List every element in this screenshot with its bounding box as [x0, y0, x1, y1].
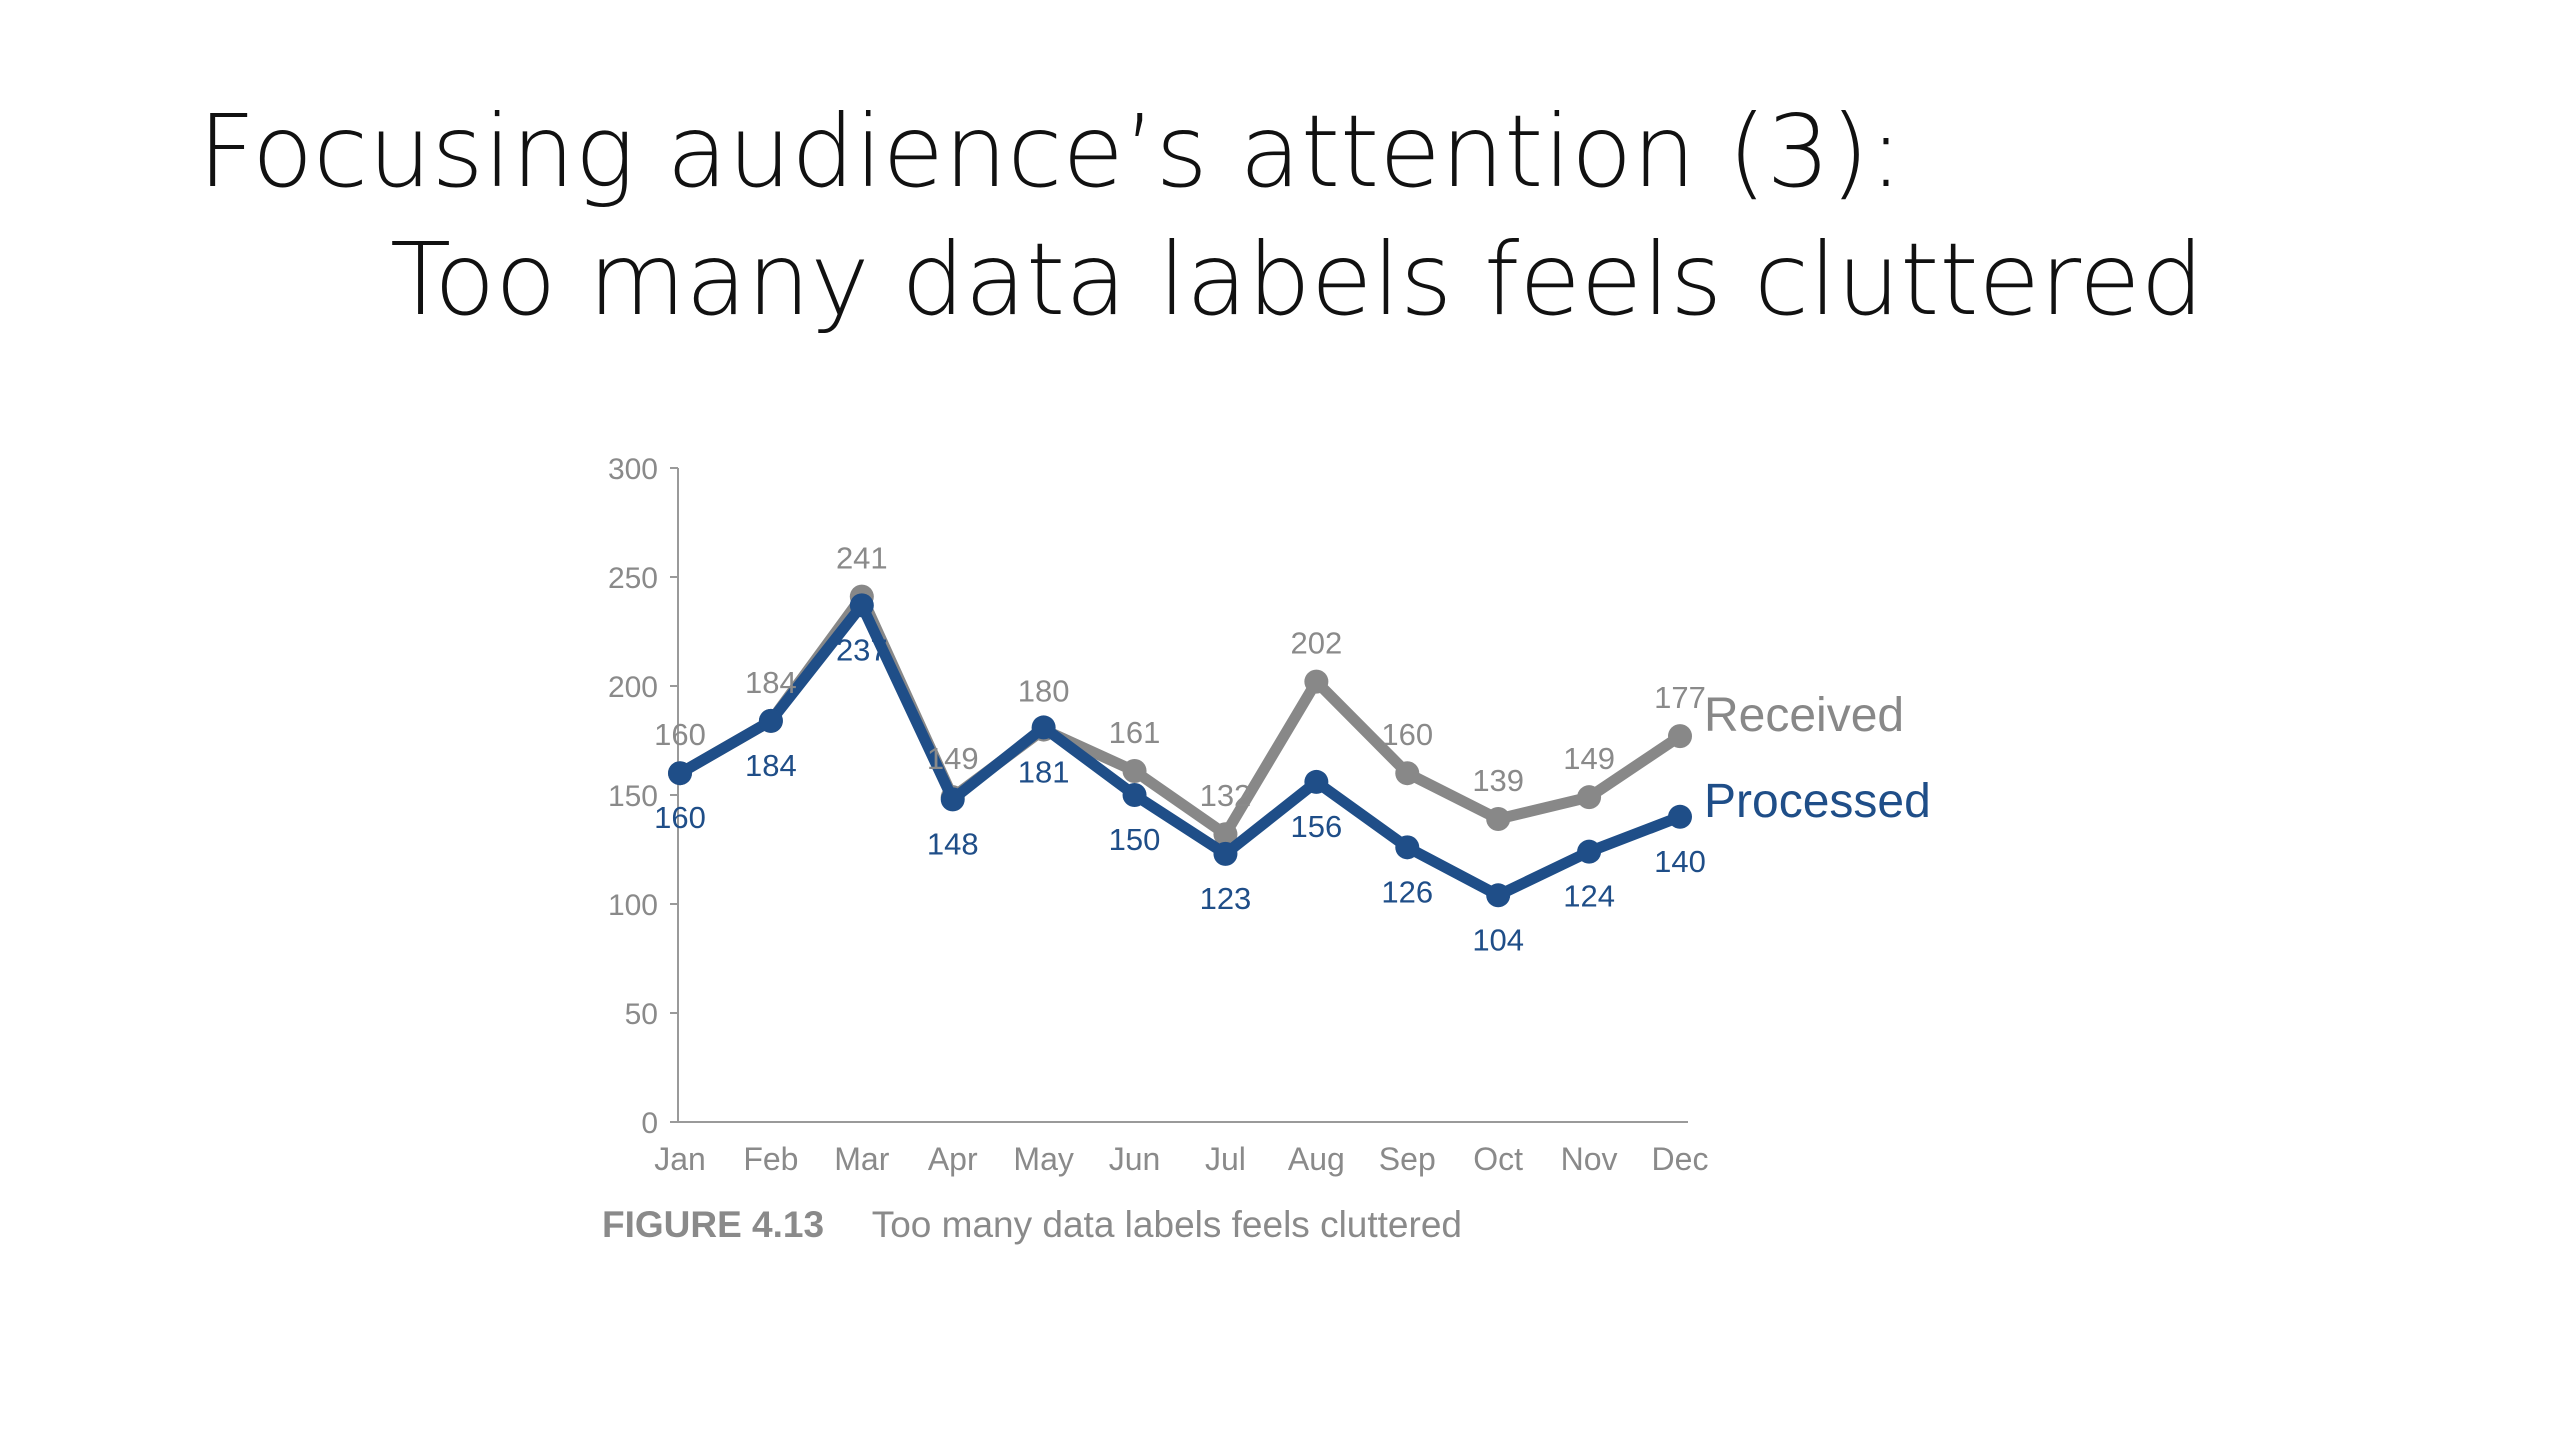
data-label-processed: 160	[654, 800, 706, 835]
y-tick-label: 50	[625, 998, 658, 1031]
data-label-processed: 150	[1109, 822, 1161, 857]
data-point-processed	[1486, 883, 1511, 908]
x-tick-label: May	[1013, 1141, 1073, 1177]
x-tick-label: Nov	[1561, 1141, 1618, 1177]
y-tick-label: 0	[641, 1107, 658, 1140]
data-label-processed: 148	[927, 826, 979, 861]
data-point-received	[1213, 822, 1238, 847]
data-point-processed	[1213, 841, 1238, 866]
data-label-received: 139	[1472, 763, 1524, 798]
data-point-received	[1668, 724, 1692, 749]
data-label-processed: 156	[1290, 809, 1342, 844]
series-line-processed	[674, 599, 1686, 901]
y-tick-label: 200	[608, 671, 658, 704]
data-point-received	[1577, 785, 1602, 810]
data-point-processed	[1122, 783, 1147, 807]
series-line-received	[674, 591, 1686, 840]
data-label-processed: 184	[745, 748, 797, 783]
data-label-processed: 124	[1563, 879, 1615, 914]
data-label-received: 241	[836, 541, 888, 576]
y-tick-label: 250	[608, 562, 658, 595]
data-label-processed: 104	[1472, 922, 1524, 957]
figure-caption: FIGURE 4.13 Too many data labels feels c…	[602, 1204, 1462, 1246]
title-line-2: Too many data labels feels cluttered	[390, 221, 2204, 338]
y-tick-label: 300	[608, 453, 658, 486]
x-tick-label: Jan	[654, 1141, 706, 1177]
data-label-received: 132	[1200, 778, 1252, 813]
figure-number: FIGURE 4.13	[602, 1204, 825, 1245]
data-label-processed: 181	[1018, 754, 1070, 789]
slide-title: Focusing audience’s attention (3): Too m…	[198, 88, 2204, 344]
data-label-received: 184	[745, 665, 797, 700]
data-label-received: 149	[1563, 741, 1615, 776]
data-point-received	[1304, 669, 1329, 694]
x-tick-label: Feb	[743, 1141, 798, 1177]
data-label-received: 161	[1109, 715, 1161, 750]
data-point-processed	[849, 593, 874, 618]
data-point-processed	[758, 708, 783, 733]
x-tick-label: Dec	[1652, 1141, 1709, 1177]
data-label-received: 160	[1381, 717, 1433, 752]
x-tick-label: Sep	[1379, 1141, 1436, 1177]
x-tick-label: Apr	[928, 1141, 978, 1177]
data-point-processed	[940, 787, 965, 812]
data-point-processed	[1304, 769, 1329, 794]
data-label-processed: 237	[836, 632, 888, 667]
title-line-1: Focusing audience’s attention (3):	[198, 93, 1903, 210]
data-point-processed	[1031, 715, 1056, 740]
data-point-processed	[668, 761, 692, 786]
x-tick-label: Oct	[1473, 1141, 1523, 1177]
data-label-received: 149	[927, 741, 979, 776]
series-label-received: Received	[1704, 689, 1904, 742]
data-point-received	[1486, 806, 1511, 831]
y-tick-label: 100	[608, 889, 658, 922]
data-label-received: 180	[1018, 674, 1070, 709]
y-tick-label: 150	[608, 780, 658, 813]
data-point-received	[1395, 761, 1420, 786]
series-label-processed: Processed	[1704, 775, 1931, 828]
data-point-received	[1122, 759, 1147, 784]
data-point-processed	[1577, 839, 1602, 864]
data-point-processed	[1395, 835, 1420, 860]
figure-caption-text: Too many data labels feels cluttered	[871, 1204, 1462, 1245]
data-label-received: 160	[654, 717, 706, 752]
x-tick-label: Jul	[1205, 1141, 1246, 1177]
data-label-processed: 123	[1200, 881, 1252, 916]
data-label-processed: 126	[1381, 874, 1433, 909]
x-tick-label: Aug	[1288, 1141, 1345, 1177]
data-label-received: 177	[1654, 680, 1706, 715]
data-label-processed: 140	[1654, 844, 1706, 879]
data-label-received: 202	[1290, 626, 1342, 661]
x-tick-label: Jun	[1109, 1141, 1161, 1177]
x-tick-label: Mar	[834, 1141, 889, 1177]
data-point-processed	[1668, 804, 1692, 829]
